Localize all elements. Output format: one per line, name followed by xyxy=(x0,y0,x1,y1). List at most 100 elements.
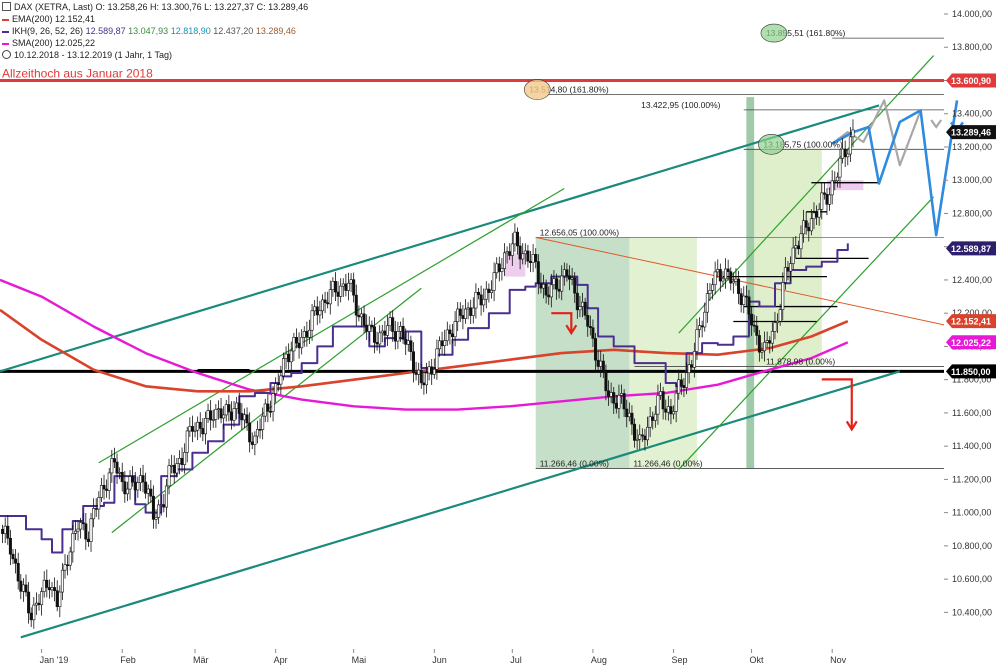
x-tick-label: Okt xyxy=(750,655,765,665)
fib-note: 13.422,95 (100.00%) xyxy=(641,100,721,110)
candle-body xyxy=(84,523,88,540)
candle-body xyxy=(682,385,686,388)
candle-body xyxy=(744,295,748,298)
candle-body xyxy=(393,331,397,342)
candle-body xyxy=(510,243,514,256)
red-down-arrow-large xyxy=(821,378,853,428)
candle-body xyxy=(50,587,54,591)
candle-body xyxy=(60,569,64,593)
candle-body xyxy=(151,495,155,520)
candle-body xyxy=(396,331,400,342)
candle-body xyxy=(729,271,733,284)
candle-body xyxy=(453,321,457,338)
candle-body xyxy=(1,528,5,534)
candle-body xyxy=(664,408,668,413)
candle-body xyxy=(448,329,452,335)
candle-body xyxy=(604,371,608,392)
x-tick-label: Aug xyxy=(591,655,607,665)
candle-body xyxy=(586,315,590,327)
candle-body xyxy=(21,584,25,592)
candle-body xyxy=(466,307,470,310)
candle-body xyxy=(196,421,200,431)
candle-body xyxy=(154,517,158,520)
candle-body xyxy=(752,324,756,327)
candle-body xyxy=(310,310,314,331)
candle-body xyxy=(505,251,509,254)
candle-body xyxy=(55,590,59,607)
price-badge-3: 12.025,22 xyxy=(951,338,991,348)
candle-body xyxy=(120,471,124,483)
candle-body xyxy=(622,393,626,410)
candle-body xyxy=(804,220,808,228)
candle-body xyxy=(183,452,187,465)
candle-body xyxy=(320,299,324,312)
candle-body xyxy=(430,366,434,375)
candle-body xyxy=(765,340,769,343)
candle-body xyxy=(617,395,621,409)
candle-body xyxy=(435,348,439,370)
gray-arrow-icon xyxy=(930,119,943,129)
candle-body xyxy=(180,457,184,465)
candle-body xyxy=(770,331,774,344)
candle-body xyxy=(224,404,228,416)
candle-body xyxy=(427,366,431,374)
legend-sma: SMA(200) 12.025,22 xyxy=(2,37,308,49)
x-tick-label: Jul xyxy=(510,655,522,665)
candle-body xyxy=(201,428,205,435)
projection-blue xyxy=(831,100,959,237)
candle-body xyxy=(253,435,257,445)
price-badge-1-bg xyxy=(946,241,996,256)
x-tick-label: Feb xyxy=(120,655,136,665)
ath-price-badge: 13.600,90 xyxy=(951,76,991,86)
red-down-arrow-small xyxy=(551,312,573,332)
candle-body xyxy=(833,180,837,183)
candle-body xyxy=(799,233,803,250)
candle-body xyxy=(469,307,473,316)
candle-body xyxy=(656,395,660,415)
candle-body xyxy=(219,408,223,419)
candle-body xyxy=(99,485,103,498)
legend-ikh-v1: 12.589,87 xyxy=(85,26,126,36)
green-channel-line xyxy=(678,55,935,334)
candle-body xyxy=(490,290,494,293)
candle-body xyxy=(781,282,785,310)
trend-channel-line xyxy=(0,104,880,373)
candle-body xyxy=(339,285,343,297)
candle-body xyxy=(8,537,12,555)
candle-body xyxy=(68,551,72,566)
candle-body xyxy=(513,231,517,245)
candle-body xyxy=(705,293,709,313)
candle-body xyxy=(89,518,93,543)
candle-body xyxy=(848,136,852,155)
candle-body xyxy=(534,254,538,262)
fib-zone-3 xyxy=(746,97,755,469)
candle-body xyxy=(3,525,7,534)
y-tick-label: 12.800,00 xyxy=(952,208,992,218)
candle-body xyxy=(661,391,665,410)
candle-body xyxy=(81,522,85,525)
candle-body xyxy=(643,435,647,441)
candle-body xyxy=(581,301,585,307)
candle-body xyxy=(437,340,441,350)
candle-body xyxy=(846,153,850,158)
candle-body xyxy=(398,326,402,332)
candle-body xyxy=(518,245,522,260)
candle-body xyxy=(193,429,197,432)
y-tick-label: 12.200,00 xyxy=(952,308,992,318)
candle-body xyxy=(138,475,142,483)
y-tick-label: 11.600,00 xyxy=(952,408,991,418)
red-down-arrow-small-head xyxy=(565,324,578,336)
y-tick-label: 11.400,00 xyxy=(952,441,991,451)
candle-body xyxy=(388,317,392,327)
candle-body xyxy=(555,278,559,290)
candle-body xyxy=(726,268,730,273)
price-badge-2-bg xyxy=(946,314,996,329)
candle-body xyxy=(190,426,194,432)
candle-body xyxy=(164,485,168,508)
candle-body xyxy=(768,340,772,344)
candle-body xyxy=(24,584,28,593)
candle-body xyxy=(263,403,267,417)
candle-body xyxy=(526,250,530,262)
candle-body xyxy=(40,591,44,606)
candle-body xyxy=(128,476,132,490)
